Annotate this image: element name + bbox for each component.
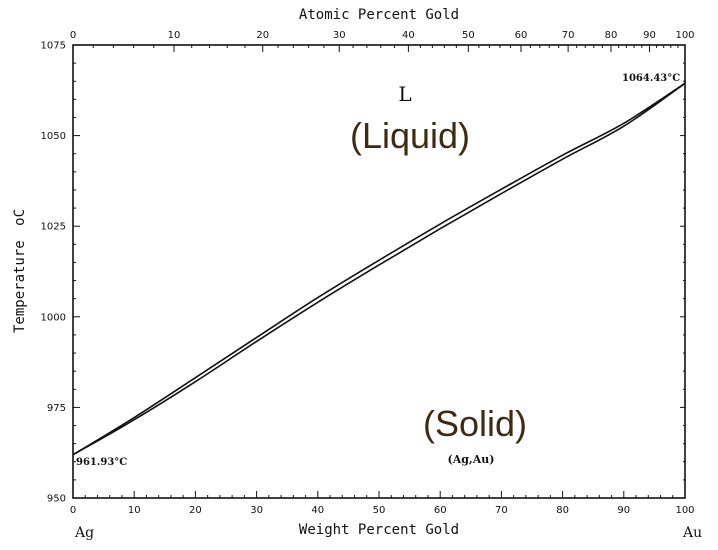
- plot-frame: [72, 44, 686, 499]
- x-tick-label: 0: [70, 505, 76, 516]
- y-tick-label: 1025: [41, 222, 66, 233]
- au-end-label: Au: [682, 525, 702, 541]
- top-tick-label: 20: [256, 30, 269, 41]
- x-tick-label: 20: [189, 505, 202, 516]
- solid-phase-composition-label: (Ag,Au): [448, 453, 495, 466]
- top-tick-label: 30: [333, 30, 346, 41]
- top-tick-label: 0: [70, 30, 76, 41]
- liquidus-curve: [72, 82, 686, 456]
- top-tick-label: 100: [675, 30, 694, 41]
- x-tick-label: 60: [434, 505, 447, 516]
- top-tick-label: 40: [402, 30, 415, 41]
- top-tick-label: 50: [462, 30, 475, 41]
- liquid-symbol-label: L: [398, 82, 411, 106]
- y-tick-label: 1075: [41, 41, 66, 52]
- y-axis-title-text: Temperature: [12, 240, 28, 333]
- x-tick-label: 80: [556, 505, 569, 516]
- top-tick-label: 60: [515, 30, 528, 41]
- top-tick-label: 80: [605, 30, 618, 41]
- x-tick-label: 40: [311, 505, 324, 516]
- top-tick-label: 70: [562, 30, 575, 41]
- liquid-phase-label: (Liquid): [350, 115, 470, 156]
- au-melting-point-label: 1064.43°C: [622, 73, 680, 84]
- y-tick-label: 975: [47, 403, 66, 414]
- solid-phase-label: (Solid): [423, 403, 527, 444]
- y-tick-label: 1000: [41, 312, 66, 323]
- x-tick-label: 50: [373, 505, 386, 516]
- y-axis-title: Temperature oC: [12, 209, 28, 333]
- x-tick-label: 100: [675, 505, 694, 516]
- top-tick-label: 90: [643, 30, 656, 41]
- y-tick-label: 950: [47, 494, 66, 505]
- y-axis-title-unit: oC: [12, 209, 28, 226]
- ag-melting-point-label: 961.93°C: [76, 457, 127, 468]
- solidus-curve: [72, 82, 686, 456]
- y-tick-label: 1050: [41, 131, 66, 142]
- x-axis-title: Weight Percent Gold: [299, 522, 459, 538]
- top-tick-label: 10: [168, 30, 181, 41]
- x-tick-label: 90: [617, 505, 630, 516]
- series-group: [72, 82, 686, 456]
- axis-ticks: [72, 44, 686, 499]
- x-tick-label: 30: [250, 505, 263, 516]
- x-tick-label: 70: [495, 505, 508, 516]
- axis-tick-labels: 0 10 20 30 40 50 60 70 80 90 100950975100010251050…: [41, 30, 695, 516]
- top-axis-title: Atomic Percent Gold: [299, 7, 459, 23]
- ag-end-label: Ag: [74, 525, 94, 541]
- y-axis-title-group: Temperature oC: [12, 209, 28, 333]
- x-tick-label: 10: [128, 505, 141, 516]
